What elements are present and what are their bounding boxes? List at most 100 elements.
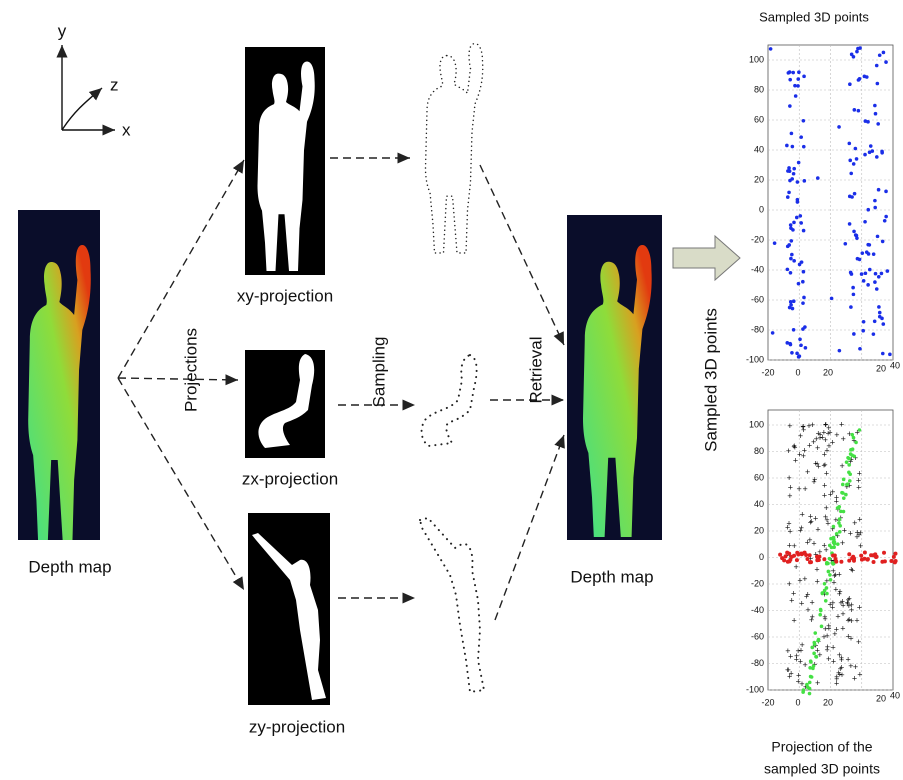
sample-point (864, 271, 868, 275)
sample-point (855, 157, 859, 161)
sample-point (787, 191, 791, 195)
tick-label: -20 (751, 578, 764, 588)
sample-point (792, 221, 796, 225)
sample-point (839, 560, 843, 564)
sample-point (786, 268, 790, 272)
axis-label: y (58, 21, 67, 40)
tick-label: 0 (795, 367, 800, 377)
sample-point (789, 226, 793, 230)
sample-point (838, 530, 842, 534)
sample-point: + (786, 446, 791, 456)
sample-point (862, 320, 866, 324)
tick-label: 40 (890, 690, 900, 700)
sample-point (831, 562, 835, 566)
sample-point: + (848, 661, 853, 671)
sample-point (773, 241, 777, 245)
sample-point (878, 315, 882, 319)
sample-point: + (787, 473, 792, 483)
sample-point (889, 559, 893, 563)
sample-point (852, 332, 856, 336)
sample-point (866, 558, 870, 562)
tick-label: 80 (754, 446, 764, 456)
sample-point (815, 655, 819, 659)
sample-point (875, 287, 879, 291)
sample-point (854, 147, 858, 151)
sample-point (832, 525, 836, 529)
sample-point (799, 221, 803, 225)
sample-point (842, 496, 846, 500)
sample-point (872, 332, 876, 336)
sample-point: + (810, 598, 815, 608)
sample-point (849, 271, 853, 275)
sample-point (791, 71, 795, 75)
tick-label: 20 (823, 367, 833, 377)
plot-caption: sampled 3D points (764, 761, 880, 777)
sample-point: + (831, 643, 836, 653)
sample-point (809, 675, 813, 679)
sample-point (880, 272, 884, 276)
sample-point: + (815, 459, 820, 469)
sample-point (799, 552, 803, 556)
sample-point (862, 279, 866, 283)
sample-point: + (835, 611, 840, 621)
sample-point (854, 233, 858, 237)
sample-point (825, 562, 829, 566)
sample-point (812, 652, 816, 656)
sample-point (869, 553, 873, 557)
sample-point (853, 108, 857, 112)
sample-point (850, 433, 854, 437)
sample-point (796, 180, 800, 184)
sample-point (804, 553, 808, 557)
sample-point (790, 177, 794, 181)
sample-point (796, 200, 800, 204)
sample-point: + (788, 652, 793, 662)
sampled-outlines (420, 44, 484, 692)
sample-point (825, 592, 829, 596)
sample-point (881, 240, 885, 244)
sample-point (842, 510, 846, 514)
sample-point: + (794, 654, 799, 664)
sample-point: + (823, 614, 828, 624)
sample-point: + (856, 475, 861, 485)
sample-point (820, 625, 824, 629)
sample-point (787, 552, 791, 556)
sample-point: + (828, 490, 833, 500)
sample-point (866, 208, 870, 212)
sample-point (876, 235, 880, 239)
sample-point (873, 319, 877, 323)
sample-point (823, 582, 827, 586)
sample-point (816, 557, 820, 561)
sample-point (837, 521, 841, 525)
sample-point (872, 252, 876, 256)
sample-point (788, 169, 792, 173)
sample-point (794, 94, 798, 98)
sample-point (873, 206, 877, 210)
sample-point (858, 347, 862, 351)
projection-label: xy-projection (237, 286, 333, 305)
tick-label: -80 (751, 658, 764, 668)
sample-point: + (852, 518, 857, 528)
sample-point (865, 250, 869, 254)
sample-point (802, 270, 806, 274)
sample-point (876, 82, 880, 86)
sample-point (796, 77, 800, 81)
sample-point (804, 346, 808, 350)
sample-point (802, 75, 806, 79)
sample-point (893, 560, 897, 564)
sample-point: + (857, 514, 862, 524)
sample-point (771, 331, 775, 335)
sample-point (852, 230, 856, 234)
sample-point: + (787, 491, 792, 501)
sample-point (856, 47, 860, 51)
sample-point (847, 463, 851, 467)
tick-label: 80 (754, 84, 764, 94)
sample-point (813, 643, 817, 647)
sample-point (786, 195, 790, 199)
sample-point: + (809, 615, 814, 625)
sample-point (790, 253, 794, 257)
sample-point (800, 260, 804, 264)
sample-point (884, 215, 888, 219)
sample-point (876, 122, 880, 126)
axis-label: x (122, 120, 131, 139)
sample-point: + (815, 576, 820, 586)
